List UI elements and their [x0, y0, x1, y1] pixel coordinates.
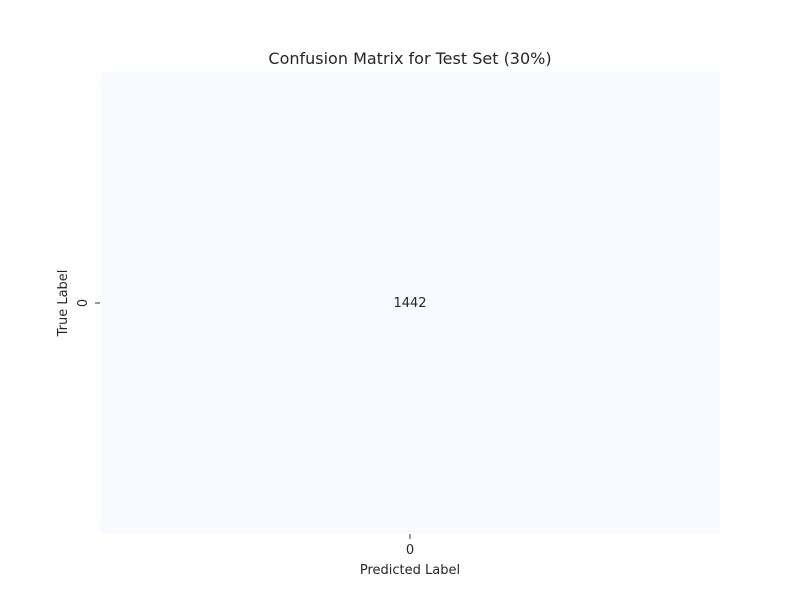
- x-axis-label: Predicted Label: [360, 563, 460, 578]
- heatmap-plot-area: 1442 0 0: [76, 72, 720, 558]
- cell-value-label: 1442: [393, 296, 426, 311]
- heatmap-cell: [100, 72, 720, 534]
- y-axis-label: True Label: [56, 270, 71, 338]
- x-tick-label: 0: [406, 543, 414, 558]
- chart-title: Confusion Matrix for Test Set (30%): [268, 49, 551, 68]
- y-tick-label: 0: [76, 299, 91, 307]
